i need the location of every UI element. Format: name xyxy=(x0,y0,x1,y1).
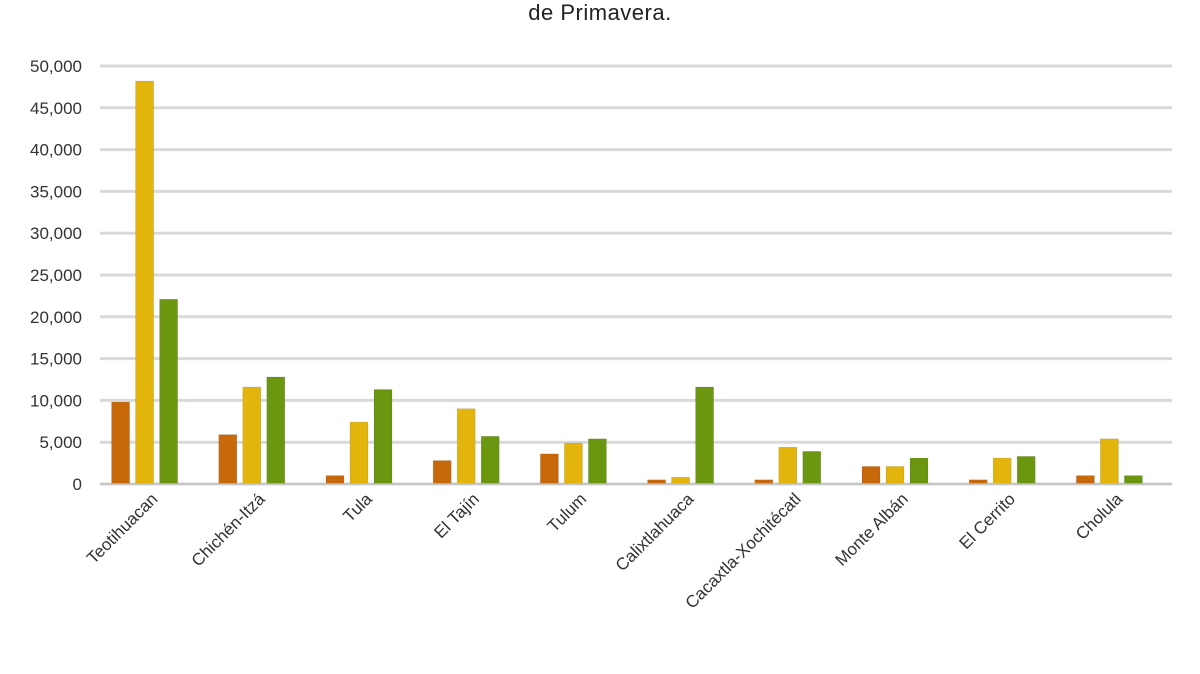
bar xyxy=(373,389,393,485)
x-tick-label: Calixtlahuaca xyxy=(612,489,698,575)
bar xyxy=(349,421,369,485)
x-tick-label: Monte Albán xyxy=(832,489,912,569)
bar xyxy=(671,477,690,485)
x-tick-label: Tulum xyxy=(544,489,590,535)
bar xyxy=(111,401,130,485)
bar xyxy=(540,453,559,485)
bar xyxy=(159,298,178,485)
y-tick-label: 0 xyxy=(73,475,82,494)
y-tick-label: 50,000 xyxy=(30,57,82,76)
bar xyxy=(802,451,822,485)
y-tick-label: 40,000 xyxy=(30,141,82,160)
y-tick-label: 15,000 xyxy=(30,350,82,369)
x-tick-label: Cholula xyxy=(1072,489,1127,544)
bar xyxy=(909,457,929,485)
bar xyxy=(885,466,905,485)
bar xyxy=(218,434,238,485)
bar xyxy=(778,446,798,485)
y-tick-label: 30,000 xyxy=(30,224,82,243)
y-tick-label: 35,000 xyxy=(30,182,82,201)
bar xyxy=(242,386,262,485)
x-tick-label: Cacaxtla-Xochitécatl xyxy=(682,489,805,612)
bar xyxy=(1124,475,1143,485)
x-tick-label: Tula xyxy=(339,489,376,526)
bar xyxy=(695,386,714,485)
y-tick-label: 20,000 xyxy=(30,308,82,327)
bar xyxy=(456,408,476,485)
x-tick-label: El Tajín xyxy=(430,489,483,542)
bar xyxy=(564,442,583,485)
bar xyxy=(992,457,1012,485)
bar xyxy=(266,376,286,485)
y-tick-label: 45,000 xyxy=(30,99,82,118)
bar xyxy=(480,436,500,485)
bar xyxy=(1100,438,1119,485)
bar xyxy=(432,460,452,485)
x-tick-label: El Cerrito xyxy=(955,489,1019,553)
x-tick-label: Teotihuacan xyxy=(83,489,161,567)
bar xyxy=(325,475,345,485)
y-tick-label: 5,000 xyxy=(39,433,82,452)
y-tick-label: 25,000 xyxy=(30,266,82,285)
bar xyxy=(1016,456,1036,485)
x-tick-label: Chichén-Itzá xyxy=(188,489,269,570)
bar xyxy=(1076,475,1095,485)
y-tick-label: 10,000 xyxy=(30,391,82,410)
chart-title: de Primavera. xyxy=(528,0,672,25)
bar xyxy=(135,80,154,485)
bar xyxy=(588,438,607,485)
bar xyxy=(861,466,881,485)
